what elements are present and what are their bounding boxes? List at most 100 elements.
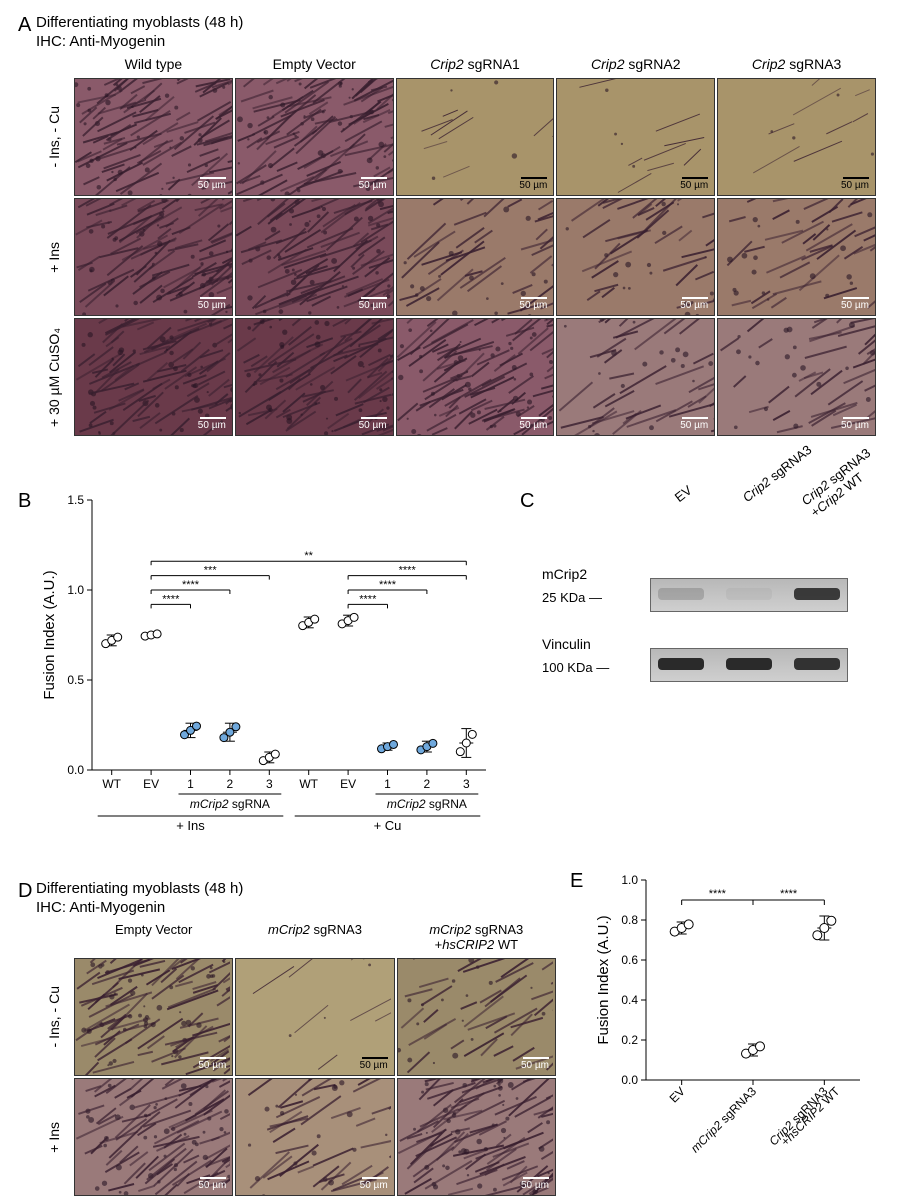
svg-text:1: 1	[187, 777, 194, 791]
svg-text:Fusion Index (A.U.): Fusion Index (A.U.)	[41, 570, 58, 699]
panel-a-image-r0-c4: 50 µm	[717, 78, 876, 196]
svg-text:mCrip2 sgRNA: mCrip2 sgRNA	[190, 797, 270, 811]
svg-text:EV: EV	[340, 777, 356, 791]
panel-c-band-r0-l1	[726, 588, 772, 600]
panel-d-image-r1-c0: 50 µm	[74, 1078, 233, 1196]
svg-text:****: ****	[709, 888, 727, 900]
panel-c: EVCrip2 sgRNA3Crip2 sgRNA3+Crip2 WTmCrip…	[540, 490, 880, 750]
panel-a-image-r1-c2: 50 µm	[396, 198, 555, 316]
svg-text:****: ****	[182, 579, 200, 591]
panel-c-lane-0: EV	[672, 483, 695, 505]
panel-c-row-1: Vinculin	[542, 636, 591, 652]
panel-d-title1: Differentiating myoblasts (48 h)	[36, 880, 556, 897]
panel-d-image-r0-c2: 50 µm	[397, 958, 556, 1076]
svg-text:****: ****	[379, 579, 397, 591]
svg-text:Crip2 sgRNA3: Crip2 sgRNA3	[766, 1084, 830, 1148]
panel-a-image-r2-c2: 50 µm	[396, 318, 555, 436]
panel-c-band-r1-l2	[794, 658, 840, 670]
panel-d: Differentiating myoblasts (48 h) IHC: An…	[36, 880, 556, 1196]
panel-a-image-r0-c0: 50 µm	[74, 78, 233, 196]
panel-a-image-r0-c2: 50 µm	[396, 78, 555, 196]
panel-a-image-r2-c0: 50 µm	[74, 318, 233, 436]
panel-a-row-0: - Ins, - Cu	[46, 106, 62, 167]
svg-text:0.8: 0.8	[621, 913, 638, 927]
panel-a-image-r2-c3: 50 µm	[556, 318, 715, 436]
panel-a-image-r2-c1: 50 µm	[235, 318, 394, 436]
panel-c-band-r1-l0	[658, 658, 704, 670]
panel-d-label: D	[18, 880, 32, 903]
panel-e-chart: 0.0 0.2 0.4 0.6 0.8 1.0 Fusion Index (A.U.) EVm…	[590, 870, 870, 1180]
panel-d-grid: Empty VectormCrip2 sgRNA3mCrip2 sgRNA3+h…	[36, 922, 556, 1196]
panel-a-image-r1-c1: 50 µm	[235, 198, 394, 316]
panel-a-title2: IHC: Anti-Myogenin	[36, 33, 876, 50]
panel-d-image-r0-c1: 50 µm	[235, 958, 394, 1076]
panel-a-image-r2-c4: 50 µm	[717, 318, 876, 436]
panel-a-image-r0-c1: 50 µm	[235, 78, 394, 196]
panel-b-chart: 0.0 0.5 1.0 1.5 Fusion Index (A.U.) WT EV 1 2 3 WT…	[36, 490, 496, 860]
panel-d-col-2: mCrip2 sgRNA3+hsCRIP2 WT	[397, 922, 556, 956]
svg-text:1.0: 1.0	[67, 583, 84, 597]
panel-c-label: C	[520, 490, 534, 513]
panel-c-marker-0: 25 KDa —	[542, 590, 602, 605]
svg-text:0.2: 0.2	[621, 1033, 638, 1047]
svg-text:2: 2	[227, 777, 234, 791]
panel-d-image-r0-c0: 50 µm	[74, 958, 233, 1076]
panel-a-row-2: + 30 µM CuSO₄	[46, 328, 62, 427]
svg-text:1.5: 1.5	[67, 493, 84, 507]
panel-a-row-1: + Ins	[46, 242, 62, 273]
panel-a-col-1: Empty Vector	[235, 56, 394, 76]
svg-text:WT: WT	[102, 777, 121, 791]
panel-d-col-1: mCrip2 sgRNA3	[235, 922, 394, 956]
svg-text:****: ****	[359, 593, 377, 605]
panel-e-label: E	[570, 870, 583, 893]
panel-a-col-2: Crip2 sgRNA1	[396, 56, 555, 76]
panel-a: Differentiating myoblasts (48 h) IHC: An…	[36, 14, 876, 436]
svg-text:****: ****	[780, 888, 798, 900]
panel-e: 0.0 0.2 0.4 0.6 0.8 1.0 Fusion Index (A.U.) EVm…	[590, 870, 870, 1180]
panel-a-grid: Wild typeEmpty VectorCrip2 sgRNA1Crip2 s…	[36, 56, 876, 436]
panel-d-title2: IHC: Anti-Myogenin	[36, 899, 556, 916]
svg-text:mCrip2 sgRNA: mCrip2 sgRNA	[387, 797, 467, 811]
panel-a-title1: Differentiating myoblasts (48 h)	[36, 14, 876, 31]
svg-text:Fusion Index (A.U.): Fusion Index (A.U.)	[595, 915, 612, 1044]
svg-text:mCrip2 sgRNA3: mCrip2 sgRNA3	[688, 1084, 759, 1155]
svg-text:****: ****	[162, 593, 180, 605]
panel-a-col-0: Wild type	[74, 56, 233, 76]
svg-text:**: **	[304, 550, 313, 562]
panel-a-label: A	[18, 14, 31, 37]
panel-b: 0.0 0.5 1.0 1.5 Fusion Index (A.U.) WT EV 1 2 3 WT…	[36, 490, 496, 860]
panel-d-col-0: Empty Vector	[74, 922, 233, 956]
svg-text:WT: WT	[299, 777, 318, 791]
svg-text:0.5: 0.5	[67, 673, 84, 687]
panel-a-image-r1-c4: 50 µm	[717, 198, 876, 316]
svg-text:2: 2	[424, 777, 431, 791]
svg-text:EV: EV	[143, 777, 159, 791]
panel-a-image-r1-c0: 50 µm	[74, 198, 233, 316]
svg-text:0.0: 0.0	[621, 1073, 638, 1087]
panel-c-blot: EVCrip2 sgRNA3Crip2 sgRNA3+Crip2 WTmCrip…	[540, 490, 880, 750]
panel-c-row-0: mCrip2	[542, 566, 587, 582]
panel-a-image-r0-c3: 50 µm	[556, 78, 715, 196]
svg-text:3: 3	[463, 777, 470, 791]
panel-c-band-r1-l1	[726, 658, 772, 670]
svg-text:0.4: 0.4	[621, 993, 638, 1007]
panel-a-col-4: Crip2 sgRNA3	[717, 56, 876, 76]
svg-text:EV: EV	[667, 1084, 688, 1105]
svg-text:+ Cu: + Cu	[374, 818, 402, 833]
panel-d-row-1: + Ins	[46, 1122, 62, 1153]
panel-c-band-r0-l2	[794, 588, 840, 600]
panel-a-image-r1-c3: 50 µm	[556, 198, 715, 316]
svg-text:1: 1	[384, 777, 391, 791]
panel-d-image-r1-c2: 50 µm	[397, 1078, 556, 1196]
svg-text:0.0: 0.0	[67, 763, 84, 777]
panel-d-row-0: - Ins, - Cu	[46, 986, 62, 1047]
svg-text:***: ***	[204, 565, 218, 577]
svg-text:3: 3	[266, 777, 273, 791]
svg-text:****: ****	[399, 565, 417, 577]
panel-c-band-r0-l0	[658, 588, 704, 600]
panel-a-col-3: Crip2 sgRNA2	[556, 56, 715, 76]
svg-text:0.6: 0.6	[621, 953, 638, 967]
svg-text:+ Ins: + Ins	[176, 818, 205, 833]
panel-c-marker-1: 100 KDa —	[542, 660, 609, 675]
svg-text:1.0: 1.0	[621, 873, 638, 887]
